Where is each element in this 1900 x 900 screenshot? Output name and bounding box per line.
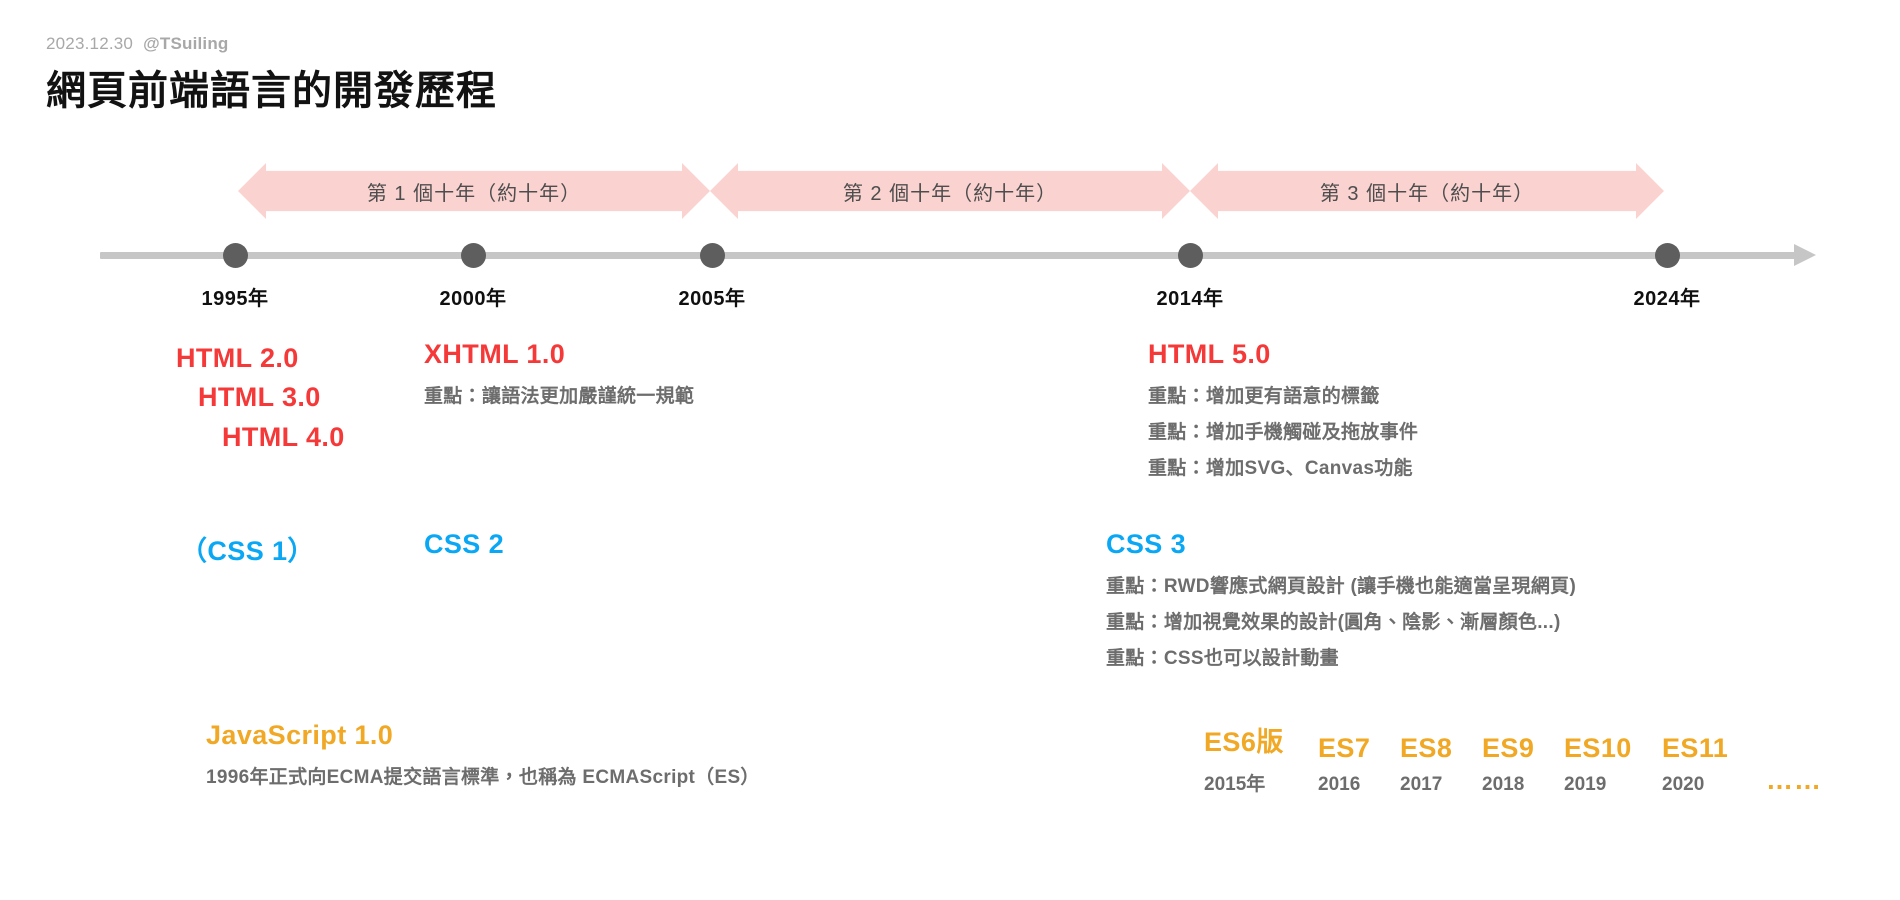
es11-year: 2020 bbox=[1662, 774, 1705, 795]
html5-block: HTML 5.0 重點：增加更有語意的標籤 重點：增加手機觸碰及拖放事件 重點：… bbox=[1148, 339, 1418, 480]
css3-title: CSS 3 bbox=[1106, 529, 1187, 559]
es-column-es11: ES11 2020 bbox=[1662, 733, 1766, 796]
es10-name: ES10 bbox=[1564, 733, 1632, 763]
css1-title: （CSS 1） bbox=[180, 536, 315, 566]
timeline-year-1995: 1995年 bbox=[201, 288, 269, 310]
es7-name: ES7 bbox=[1318, 733, 1371, 763]
timeline-dot-2005 bbox=[700, 243, 725, 268]
es-column-es9: ES9 2018 bbox=[1482, 733, 1564, 796]
page-title: 網頁前端語言的開發歷程 bbox=[46, 69, 497, 113]
es9-name: ES9 bbox=[1482, 733, 1535, 763]
decade-arrow-2-label: 第 2 個十年（約十年） bbox=[842, 182, 1058, 205]
es10-year: 2019 bbox=[1564, 774, 1607, 795]
es-column-es6: ES6版 2015年 bbox=[1204, 720, 1318, 796]
html5-title: HTML 5.0 bbox=[1148, 339, 1271, 369]
byline: 2023.12.30 @TSuiling bbox=[46, 34, 229, 54]
timeline-dot-2000 bbox=[461, 243, 486, 268]
es6-name: ES6版 bbox=[1204, 727, 1284, 757]
html-2-0-title: HTML 2.0 bbox=[176, 343, 299, 373]
css3-note-2: 重點：增加視覺效果的設計(圓角、陰影、漸層顏色...) bbox=[1106, 612, 1561, 633]
es-column-more: …… bbox=[1766, 765, 1822, 796]
html-4-0-title: HTML 4.0 bbox=[222, 421, 345, 452]
timeline-dot-2024 bbox=[1655, 243, 1680, 268]
decade-arrow-1: 第 1 個十年（約十年） bbox=[238, 163, 710, 219]
html5-note-2: 重點：增加手機觸碰及拖放事件 bbox=[1148, 422, 1419, 443]
timeline-year-2000: 2000年 bbox=[439, 288, 507, 310]
es9-year: 2018 bbox=[1482, 774, 1525, 795]
decade-arrow-3-label: 第 3 個十年（約十年） bbox=[1319, 182, 1535, 205]
javascript-title: JavaScript 1.0 bbox=[206, 720, 394, 750]
es-column-es10: ES10 2019 bbox=[1564, 733, 1662, 796]
author-handle: @TSuiling bbox=[143, 34, 229, 53]
timeline-dot-2014 bbox=[1178, 243, 1203, 268]
html5-note-1: 重點：增加更有語意的標籤 bbox=[1148, 386, 1380, 407]
xhtml-note-1: 重點：讓語法更加嚴謹統一規範 bbox=[424, 386, 695, 407]
es-column-es7: ES7 2016 bbox=[1318, 733, 1400, 796]
javascript-block: JavaScript 1.0 1996年正式向ECMA提交語言標準，也稱為 EC… bbox=[206, 720, 760, 789]
timeline-year-2005: 2005年 bbox=[678, 288, 746, 310]
timeline-year-2014: 2014年 bbox=[1156, 288, 1224, 310]
xhtml-block: XHTML 1.0 重點：讓語法更加嚴謹統一規範 bbox=[424, 339, 694, 408]
timeline-axis bbox=[100, 252, 1800, 259]
css3-note-3: 重點：CSS也可以設計動畫 bbox=[1106, 648, 1339, 669]
css3-note-1: 重點：RWD響應式網頁設計 (讓手機也能適當呈現網頁) bbox=[1106, 576, 1577, 597]
decade-arrow-3: 第 3 個十年（約十年） bbox=[1190, 163, 1664, 219]
es-column-es8: ES8 2017 bbox=[1400, 733, 1482, 796]
decade-arrow-1-label: 第 1 個十年（約十年） bbox=[366, 182, 582, 205]
publish-date: 2023.12.30 bbox=[46, 34, 134, 53]
css2-block: CSS 2 bbox=[424, 529, 504, 560]
es8-name: ES8 bbox=[1400, 733, 1453, 763]
css1-block: （CSS 1） bbox=[180, 529, 315, 568]
xhtml-title: XHTML 1.0 bbox=[424, 339, 566, 369]
timeline-axis-arrow-icon bbox=[1794, 244, 1816, 266]
es6-year: 2015年 bbox=[1204, 774, 1266, 795]
html-versions-1995-block: HTML 2.0 HTML 3.0 HTML 4.0 bbox=[176, 339, 345, 457]
es11-name: ES11 bbox=[1662, 733, 1729, 763]
es8-year: 2017 bbox=[1400, 774, 1443, 795]
timeline-year-2024: 2024年 bbox=[1633, 288, 1701, 310]
css2-title: CSS 2 bbox=[424, 529, 505, 559]
es7-year: 2016 bbox=[1318, 774, 1361, 795]
html5-note-3: 重點：增加SVG、Canvas功能 bbox=[1148, 458, 1413, 479]
html-3-0-title: HTML 3.0 bbox=[198, 382, 321, 413]
es-more-ellipsis: …… bbox=[1766, 765, 1822, 795]
css3-block: CSS 3 重點：RWD響應式網頁設計 (讓手機也能適當呈現網頁) 重點：增加視… bbox=[1106, 529, 1576, 670]
decade-arrow-2: 第 2 個十年（約十年） bbox=[710, 163, 1190, 219]
es-versions-row: ES6版 2015年 ES7 2016 ES8 2017 ES9 2018 ES… bbox=[1204, 720, 1822, 796]
timeline-dot-1995 bbox=[223, 243, 248, 268]
javascript-note-1: 1996年正式向ECMA提交語言標準，也稱為 ECMAScript（ES） bbox=[206, 767, 760, 788]
